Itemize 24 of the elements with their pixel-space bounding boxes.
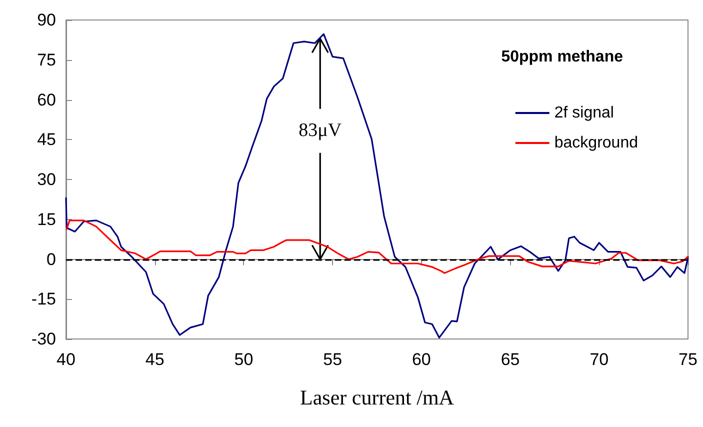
x-tick-label: 75 [678, 350, 698, 369]
annotation: 83μV [298, 120, 342, 142]
y-tick-label: 75 [37, 50, 56, 70]
y-tick-label: 60 [37, 90, 56, 110]
x-tick-label: 40 [56, 350, 76, 369]
x-tick-label: 50 [234, 350, 254, 369]
y-tick-label: -15 [31, 290, 56, 309]
y-tick-label: 90 [37, 10, 56, 30]
text: 50ppm methane [501, 48, 624, 66]
y-tick-label: 45 [37, 130, 56, 150]
y-tick-label: 0 [46, 250, 56, 269]
line-series [65, 33, 689, 338]
x-tick-label: 65 [500, 350, 520, 369]
line-series [66, 220, 689, 274]
y-tick-label: 30 [37, 170, 56, 189]
x-tick-label: 60 [412, 350, 431, 369]
x-tick-label: 55 [323, 350, 342, 369]
y-tick-label: -30 [31, 330, 56, 348]
legend-label: background [554, 134, 638, 152]
y-tick-label: 15 [37, 210, 56, 229]
x-tick-label: 70 [590, 350, 609, 369]
x-axis-title: Laser current /mA [300, 386, 455, 410]
legend-label: 2f signal [554, 104, 614, 122]
x-tick-label: 45 [145, 350, 164, 369]
